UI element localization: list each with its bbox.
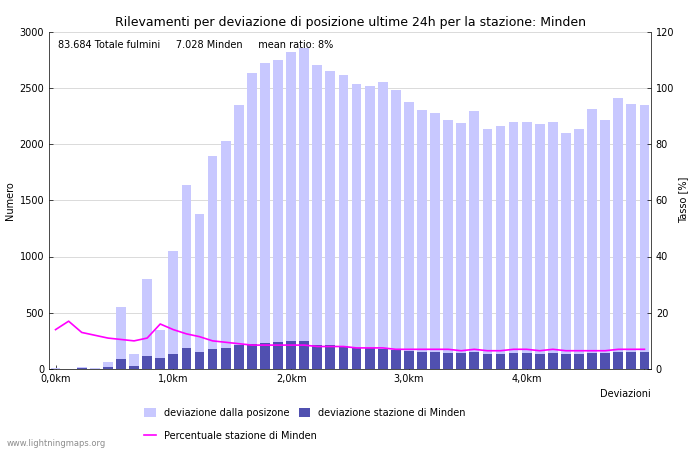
Bar: [195, 214, 204, 369]
Bar: [208, 157, 218, 369]
Bar: [220, 347, 230, 369]
Legend: Percentuale stazione di Minden: Percentuale stazione di Minden: [144, 431, 316, 441]
Bar: [130, 365, 139, 369]
Bar: [613, 98, 623, 369]
Text: Deviazioni: Deviazioni: [601, 389, 651, 399]
Bar: [312, 346, 322, 369]
Bar: [351, 85, 361, 369]
Bar: [142, 279, 152, 369]
Bar: [443, 353, 453, 369]
Y-axis label: Numero: Numero: [5, 181, 15, 220]
Bar: [181, 348, 191, 369]
Bar: [561, 355, 570, 369]
Bar: [378, 349, 388, 369]
Bar: [561, 133, 570, 369]
Bar: [247, 344, 257, 369]
Bar: [404, 351, 414, 369]
Bar: [181, 184, 191, 369]
Bar: [155, 329, 165, 369]
Bar: [142, 356, 152, 369]
Bar: [351, 348, 361, 369]
Bar: [273, 59, 283, 369]
Bar: [548, 122, 558, 369]
Bar: [470, 352, 480, 369]
Bar: [286, 341, 296, 369]
Bar: [339, 346, 349, 369]
Bar: [300, 49, 309, 369]
Bar: [613, 351, 623, 369]
Bar: [496, 354, 505, 369]
Bar: [260, 343, 270, 369]
Bar: [326, 346, 335, 369]
Bar: [626, 351, 636, 369]
Bar: [443, 120, 453, 369]
Text: www.lightningmaps.org: www.lightningmaps.org: [7, 438, 106, 447]
Bar: [496, 126, 505, 369]
Bar: [535, 124, 545, 369]
Bar: [103, 367, 113, 369]
Title: Rilevamenti per deviazione di posizione ultime 24h per la stazione: Minden: Rilevamenti per deviazione di posizione …: [115, 16, 585, 29]
Bar: [456, 353, 466, 369]
Bar: [286, 52, 296, 369]
Bar: [234, 105, 244, 369]
Bar: [169, 355, 178, 369]
Bar: [130, 355, 139, 369]
Bar: [535, 354, 545, 369]
Bar: [391, 90, 400, 369]
Bar: [365, 348, 374, 369]
Bar: [77, 368, 87, 369]
Bar: [326, 71, 335, 369]
Bar: [391, 350, 400, 369]
Bar: [456, 122, 466, 369]
Bar: [77, 367, 87, 369]
Bar: [169, 251, 178, 369]
Bar: [548, 353, 558, 369]
Y-axis label: Tasso [%]: Tasso [%]: [678, 177, 689, 224]
Bar: [312, 65, 322, 369]
Bar: [587, 353, 597, 369]
Bar: [482, 130, 492, 369]
Bar: [417, 110, 427, 369]
Bar: [587, 109, 597, 369]
Bar: [116, 307, 126, 369]
Bar: [430, 112, 440, 369]
Bar: [601, 120, 610, 369]
Bar: [103, 362, 113, 369]
Bar: [430, 352, 440, 369]
Bar: [220, 141, 230, 369]
Bar: [247, 73, 257, 369]
Bar: [195, 351, 204, 369]
Bar: [378, 82, 388, 369]
Bar: [640, 352, 650, 369]
Bar: [522, 353, 531, 369]
Bar: [404, 103, 414, 369]
Bar: [509, 122, 519, 369]
Bar: [509, 353, 519, 369]
Bar: [601, 353, 610, 369]
Bar: [482, 355, 492, 369]
Bar: [522, 122, 531, 369]
Bar: [417, 351, 427, 369]
Bar: [574, 355, 584, 369]
Bar: [155, 358, 165, 369]
Bar: [470, 112, 480, 369]
Bar: [260, 63, 270, 369]
Bar: [339, 75, 349, 369]
Bar: [234, 346, 244, 369]
Bar: [640, 105, 650, 369]
Bar: [208, 349, 218, 369]
Bar: [574, 130, 584, 369]
Bar: [626, 104, 636, 369]
Bar: [116, 359, 126, 369]
Text: 83.684 Totale fulmini     7.028 Minden     mean ratio: 8%: 83.684 Totale fulmini 7.028 Minden mean …: [58, 40, 333, 50]
Bar: [300, 341, 309, 369]
Bar: [273, 342, 283, 369]
Bar: [365, 86, 374, 369]
